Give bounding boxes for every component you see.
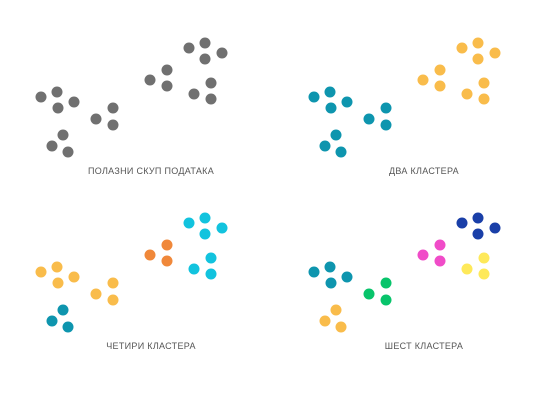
data-point: [472, 53, 484, 65]
data-point: [325, 277, 337, 289]
panel-3: [308, 212, 501, 333]
data-point: [51, 86, 63, 98]
data-point: [107, 119, 119, 131]
panel-2: [35, 212, 228, 333]
data-point: [107, 102, 119, 114]
data-point: [199, 53, 211, 65]
data-point: [62, 321, 74, 333]
panel-0: [35, 37, 228, 158]
data-point: [341, 96, 353, 108]
data-point: [90, 288, 102, 300]
data-point: [461, 88, 473, 100]
caption-two-clusters: ДВА КЛАСТЕРА: [389, 166, 459, 176]
data-point: [107, 277, 119, 289]
data-point: [434, 255, 446, 267]
data-point: [380, 119, 392, 131]
caption-four-clusters: ЧЕТИРИ КЛАСТЕРА: [106, 341, 196, 351]
data-point: [188, 88, 200, 100]
caption-original-dataset: ПОЛАЗНИ СКУП ПОДАТАКА: [87, 166, 215, 176]
data-point: [478, 93, 490, 105]
data-point: [35, 91, 47, 103]
data-point: [205, 93, 217, 105]
data-point: [216, 47, 228, 59]
data-point: [183, 42, 195, 54]
data-point: [199, 212, 211, 224]
data-point: [205, 77, 217, 89]
data-point: [161, 255, 173, 267]
data-point: [324, 261, 336, 273]
data-point: [417, 74, 429, 86]
panel-1: [308, 37, 501, 158]
data-point: [325, 102, 337, 114]
data-point: [380, 277, 392, 289]
data-point: [57, 129, 69, 141]
data-point: [330, 304, 342, 316]
data-point: [90, 113, 102, 125]
data-point: [216, 222, 228, 234]
data-point: [107, 294, 119, 306]
data-point: [68, 96, 80, 108]
data-point: [363, 113, 375, 125]
data-point: [330, 129, 342, 141]
data-point: [46, 315, 58, 327]
data-point: [68, 271, 80, 283]
data-point: [324, 86, 336, 98]
data-point: [199, 37, 211, 49]
data-point: [62, 146, 74, 158]
data-point: [380, 294, 392, 306]
data-point: [161, 239, 173, 251]
data-point: [144, 74, 156, 86]
data-point: [417, 249, 429, 261]
data-point: [161, 64, 173, 76]
data-point: [319, 140, 331, 152]
data-point: [456, 42, 468, 54]
data-point: [472, 37, 484, 49]
data-point: [456, 217, 468, 229]
data-point: [144, 249, 156, 261]
data-point: [434, 80, 446, 92]
data-point: [478, 252, 490, 264]
data-point: [52, 277, 64, 289]
data-point: [335, 321, 347, 333]
data-point: [35, 266, 47, 278]
data-point: [472, 212, 484, 224]
data-point: [199, 228, 211, 240]
data-point: [161, 80, 173, 92]
data-point: [319, 315, 331, 327]
data-point: [57, 304, 69, 316]
data-point: [341, 271, 353, 283]
data-point: [183, 217, 195, 229]
data-point: [188, 263, 200, 275]
data-point: [335, 146, 347, 158]
data-point: [205, 268, 217, 280]
data-point: [363, 288, 375, 300]
data-point: [205, 252, 217, 264]
caption-six-clusters: ШЕСТ КЛАСТЕРА: [384, 341, 464, 351]
data-point: [46, 140, 58, 152]
data-point: [434, 64, 446, 76]
data-point: [308, 91, 320, 103]
data-point: [472, 228, 484, 240]
data-point: [461, 263, 473, 275]
data-point: [478, 268, 490, 280]
data-point: [308, 266, 320, 278]
data-point: [51, 261, 63, 273]
data-point: [478, 77, 490, 89]
data-point: [380, 102, 392, 114]
data-point: [52, 102, 64, 114]
data-point: [489, 222, 501, 234]
data-point: [434, 239, 446, 251]
data-point: [489, 47, 501, 59]
